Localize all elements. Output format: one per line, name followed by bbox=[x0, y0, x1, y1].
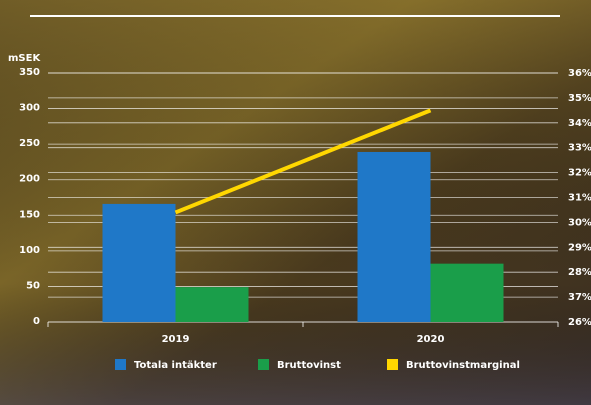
legend-label: Bruttovinst bbox=[277, 360, 341, 371]
legend-swatch bbox=[115, 359, 126, 370]
y-tick-label: 200 bbox=[19, 174, 40, 185]
legend-label: Bruttovinstmarginal bbox=[406, 360, 520, 371]
y-tick-label: 50 bbox=[26, 280, 40, 291]
legend-swatch bbox=[387, 359, 398, 370]
x-tick-label: 2019 bbox=[162, 334, 190, 345]
y2-tick-label: 29% bbox=[568, 242, 591, 253]
y2-tick-label: 28% bbox=[568, 267, 591, 278]
y2-tick-label: 37% bbox=[568, 292, 591, 303]
line-series bbox=[174, 108, 432, 215]
legend-label: Totala intäkter bbox=[134, 360, 217, 371]
y-tick-label: 250 bbox=[19, 138, 40, 149]
bar bbox=[175, 287, 249, 322]
y2-tick-label: 35% bbox=[568, 93, 591, 104]
y2-tick-label: 36% bbox=[568, 68, 591, 79]
y-tick-label: 0 bbox=[33, 316, 40, 327]
y2-tick-label: 26% bbox=[568, 317, 591, 328]
y2-tick-label: 34% bbox=[568, 118, 591, 129]
y2-tick-label: 31% bbox=[568, 193, 591, 204]
y2-tick-label: 33% bbox=[568, 143, 591, 154]
y-tick-label: 350 bbox=[19, 67, 40, 78]
y-tick-label: 300 bbox=[19, 103, 40, 114]
y2-tick-label: 30% bbox=[568, 217, 591, 228]
y-tick-label: 150 bbox=[19, 209, 40, 220]
bar bbox=[102, 203, 176, 322]
y-tick-label: 100 bbox=[19, 245, 40, 256]
legend-swatch bbox=[258, 359, 269, 370]
y-axis-label: mSEK bbox=[8, 53, 41, 64]
bar bbox=[357, 151, 431, 322]
marks bbox=[102, 108, 504, 322]
x-tick-label: 2020 bbox=[417, 334, 445, 345]
bar bbox=[430, 263, 504, 322]
y2-tick-label: 32% bbox=[568, 168, 591, 179]
